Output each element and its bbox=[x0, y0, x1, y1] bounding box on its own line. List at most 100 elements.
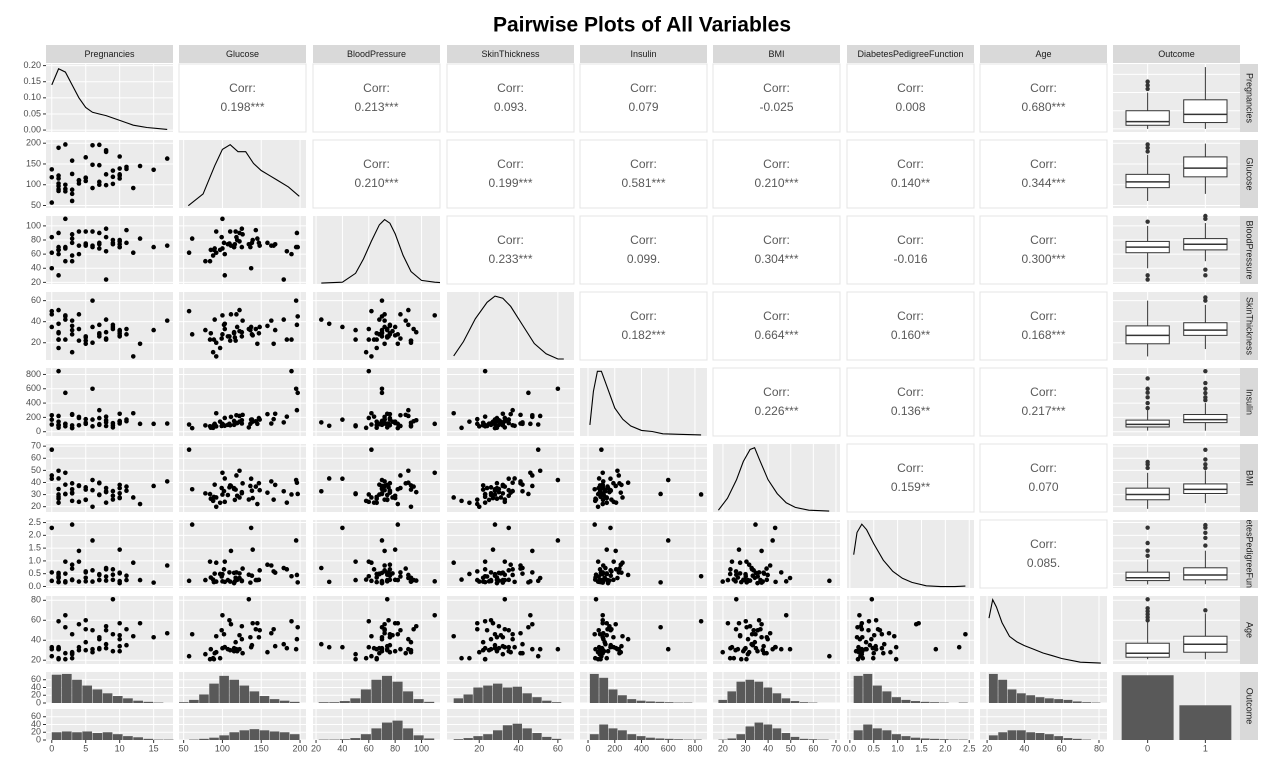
point bbox=[272, 327, 278, 333]
point bbox=[56, 571, 61, 577]
panel-background bbox=[580, 368, 707, 436]
density-line bbox=[717, 446, 830, 512]
point bbox=[387, 642, 393, 648]
point bbox=[69, 631, 75, 637]
point bbox=[725, 577, 731, 583]
point bbox=[97, 142, 102, 148]
point bbox=[284, 500, 290, 505]
point bbox=[69, 187, 75, 193]
histogram-bar bbox=[627, 699, 637, 703]
point bbox=[406, 646, 411, 652]
point bbox=[749, 565, 754, 571]
point bbox=[237, 239, 242, 244]
histogram-bar bbox=[318, 702, 329, 703]
point bbox=[395, 421, 401, 427]
point bbox=[293, 646, 299, 652]
point bbox=[593, 497, 599, 502]
outlier bbox=[1145, 142, 1150, 147]
histogram-bar bbox=[424, 701, 435, 703]
histogram-bar bbox=[532, 697, 542, 703]
point bbox=[117, 485, 122, 491]
row-strip: BMI bbox=[1240, 444, 1258, 512]
correlation-panel bbox=[712, 139, 841, 209]
point bbox=[526, 390, 531, 396]
point bbox=[770, 538, 775, 543]
point bbox=[512, 579, 517, 585]
y-tick-label: 600 bbox=[26, 383, 41, 393]
point bbox=[374, 575, 379, 580]
point bbox=[608, 525, 613, 531]
histogram-bar bbox=[1035, 697, 1045, 703]
point bbox=[382, 341, 387, 347]
y-tick-label: 150 bbox=[26, 158, 41, 168]
point bbox=[117, 620, 122, 626]
histogram-bar bbox=[930, 738, 940, 740]
correlation-value: 0.581*** bbox=[621, 176, 665, 190]
point bbox=[233, 338, 238, 343]
point bbox=[600, 479, 606, 484]
point bbox=[237, 307, 242, 313]
point bbox=[257, 324, 262, 330]
histogram-bar bbox=[636, 700, 646, 703]
point bbox=[555, 386, 561, 392]
point bbox=[506, 627, 512, 633]
histogram-bar bbox=[646, 737, 655, 740]
point bbox=[186, 308, 192, 314]
point bbox=[103, 420, 109, 425]
point bbox=[508, 649, 513, 655]
y-tick-label: 0.15 bbox=[23, 76, 41, 86]
point bbox=[600, 470, 606, 476]
point bbox=[494, 577, 500, 583]
point bbox=[764, 634, 770, 640]
panel-background bbox=[46, 140, 173, 208]
panel-background bbox=[713, 444, 840, 512]
x-tick-label: 20 bbox=[311, 743, 321, 753]
point bbox=[151, 634, 156, 640]
point bbox=[537, 575, 543, 581]
correlation-heading: Corr: bbox=[763, 309, 790, 323]
point bbox=[97, 634, 102, 640]
point bbox=[56, 419, 61, 424]
histogram-bar bbox=[371, 679, 382, 703]
point bbox=[510, 567, 515, 572]
point bbox=[518, 630, 523, 636]
point bbox=[151, 421, 156, 427]
point bbox=[90, 487, 95, 493]
point bbox=[492, 417, 498, 422]
point bbox=[90, 244, 95, 250]
histogram-bar bbox=[901, 736, 911, 740]
histogram-bar bbox=[1082, 702, 1092, 703]
point bbox=[210, 253, 216, 258]
point bbox=[379, 386, 385, 392]
outlier bbox=[1145, 459, 1150, 465]
point bbox=[611, 634, 616, 640]
correlation-heading: Corr: bbox=[897, 461, 924, 475]
point bbox=[233, 487, 238, 492]
point bbox=[484, 574, 490, 579]
point bbox=[56, 486, 61, 492]
point bbox=[246, 497, 252, 502]
point bbox=[227, 338, 233, 343]
point bbox=[956, 644, 962, 650]
point bbox=[294, 230, 300, 236]
point bbox=[744, 656, 749, 662]
point bbox=[63, 142, 68, 147]
point bbox=[608, 488, 614, 494]
point bbox=[751, 627, 756, 633]
point bbox=[117, 495, 122, 500]
point bbox=[295, 580, 300, 585]
y-tick-label: 20 bbox=[31, 727, 41, 737]
point bbox=[249, 642, 255, 648]
point bbox=[326, 476, 332, 481]
point bbox=[512, 476, 517, 481]
point bbox=[893, 656, 899, 662]
point bbox=[222, 251, 228, 257]
point bbox=[90, 185, 95, 191]
histogram-bar bbox=[853, 730, 863, 740]
point bbox=[83, 338, 89, 343]
point bbox=[124, 227, 129, 233]
x-tick-label: 1.5 bbox=[915, 743, 928, 753]
point bbox=[827, 578, 832, 584]
point bbox=[103, 234, 109, 240]
correlation-heading: Corr: bbox=[763, 81, 790, 95]
